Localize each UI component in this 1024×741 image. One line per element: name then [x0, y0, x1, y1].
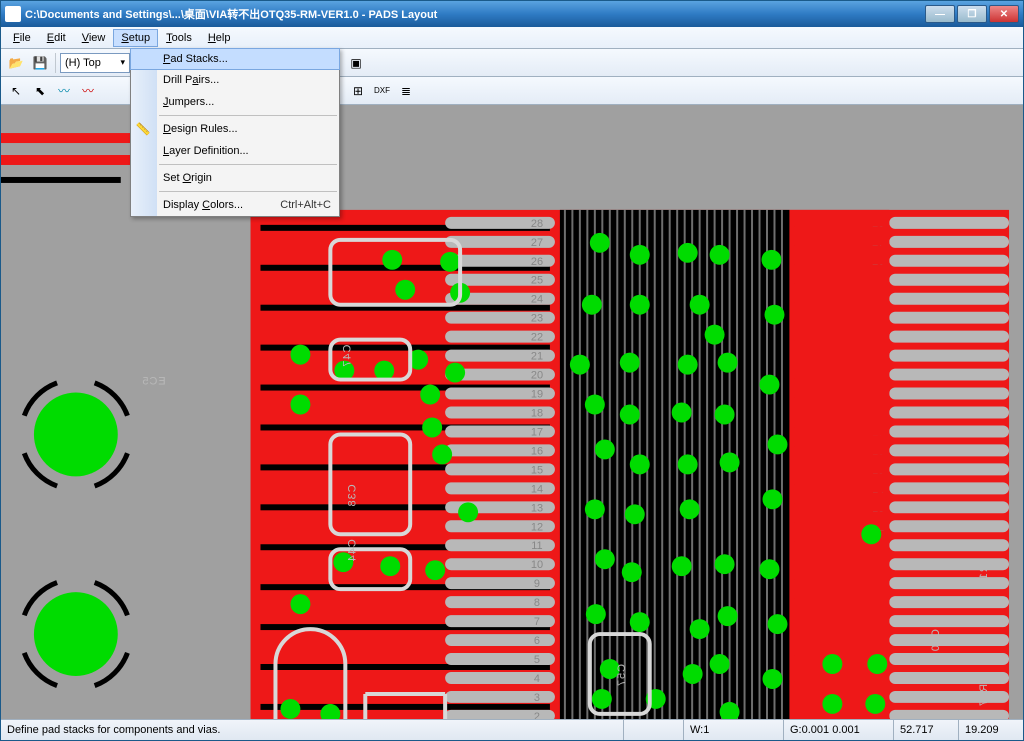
menu-file[interactable]: File [5, 29, 39, 47]
svg-text:24: 24 [531, 294, 543, 306]
window-title: C:\Documents and Settings\...\桌面\VIA转不出O… [25, 6, 437, 22]
menu-item-pad-stacks-[interactable]: Pad Stacks... [130, 48, 340, 70]
svg-text:C57: C57 [616, 664, 628, 687]
menu-item-label: Jumpers... [163, 96, 214, 108]
svg-text:R18: R18 [978, 564, 990, 587]
svg-text:C50: C50 [930, 629, 942, 652]
svg-text:EC5: EC5 [141, 376, 165, 388]
status-hint: Define pad stacks for components and via… [1, 724, 623, 736]
svg-text:7: 7 [534, 616, 540, 628]
status-x: 52.717 [893, 720, 958, 740]
menu-item-icon: 📏 [135, 121, 151, 137]
svg-text:13: 13 [531, 502, 543, 514]
dim-icon[interactable]: ⊞ [347, 80, 369, 102]
menu-help[interactable]: Help [200, 29, 239, 47]
menu-edit[interactable]: Edit [39, 29, 74, 47]
status-grid: G:0.001 0.001 [783, 720, 893, 740]
close-button[interactable]: ✕ [989, 5, 1019, 23]
dxf-icon[interactable]: DXF [371, 80, 393, 102]
svg-text:5: 5 [534, 654, 540, 666]
menu-item-label: Design Rules... [163, 123, 238, 135]
svg-text:14: 14 [531, 483, 543, 495]
menu-item-set-origin[interactable]: Set Origin [131, 167, 339, 189]
minimize-button[interactable]: — [925, 5, 955, 23]
app-window: C:\Documents and Settings\...\桌面\VIA转不出O… [0, 0, 1024, 741]
menu-item-label: Drill Pairs... [163, 74, 219, 86]
menu-setup[interactable]: Setup [113, 29, 158, 47]
trace-icon[interactable]: 〰 [77, 80, 99, 102]
svg-text:25: 25 [531, 275, 543, 287]
svg-text:12: 12 [531, 521, 543, 533]
svg-text:15: 15 [531, 464, 543, 476]
setup-menu-dropdown: Pad Stacks... Drill Pairs... Jumpers... Des… [130, 48, 340, 217]
svg-text:19: 19 [531, 389, 543, 401]
svg-text:C47: C47 [341, 345, 353, 368]
menubar: FileEditViewSetupToolsHelp [1, 27, 1023, 49]
select-icon[interactable]: ⬉ [29, 80, 51, 102]
menu-separator [159, 115, 337, 116]
svg-text:R17: R17 [978, 684, 990, 707]
menu-item-label: Display Colors... [163, 199, 243, 211]
svg-text:8: 8 [534, 597, 540, 609]
svg-text:18: 18 [531, 407, 543, 419]
window-icon[interactable]: ▣ [345, 52, 367, 74]
titlebar[interactable]: C:\Documents and Settings\...\桌面\VIA转不出O… [1, 1, 1023, 27]
svg-text:C44: C44 [346, 539, 358, 562]
statusbar: Define pad stacks for components and via… [1, 719, 1023, 740]
wave-icon[interactable]: 〰 [53, 80, 75, 102]
svg-text:23: 23 [531, 313, 543, 325]
menu-shortcut: Ctrl+Alt+C [280, 199, 331, 211]
svg-text:2: 2 [534, 711, 540, 719]
svg-text:26: 26 [531, 256, 543, 268]
layer-selector[interactable]: (H) Top [60, 53, 130, 73]
svg-text:4: 4 [534, 673, 540, 685]
save-icon[interactable]: 💾 [29, 52, 51, 74]
menu-item-design-rules-[interactable]: Design Rules... 📏 [131, 118, 339, 140]
status-width: W:1 [683, 720, 783, 740]
menu-item-jumpers-[interactable]: Jumpers... [131, 91, 339, 113]
status-empty [623, 720, 683, 740]
window-controls: — ❐ ✕ [923, 5, 1019, 23]
menu-item-display-colors-[interactable]: Display Colors... Ctrl+Alt+C [131, 194, 339, 216]
svg-text:C38: C38 [346, 484, 358, 507]
app-icon [5, 6, 21, 22]
menu-item-label: Pad Stacks... [163, 53, 228, 65]
menu-separator [159, 191, 337, 192]
status-y: 19.209 [958, 720, 1023, 740]
svg-text:10: 10 [531, 559, 543, 571]
open-icon[interactable]: 📂 [5, 52, 27, 74]
svg-text:6: 6 [534, 635, 540, 647]
pointer-icon[interactable]: ↖ [5, 80, 27, 102]
svg-text:3: 3 [534, 692, 540, 704]
svg-text:17: 17 [531, 426, 543, 438]
svg-text:27: 27 [531, 237, 543, 249]
svg-text:16: 16 [531, 445, 543, 457]
menu-view[interactable]: View [74, 29, 114, 47]
svg-text:22: 22 [531, 332, 543, 344]
svg-text:20: 20 [531, 370, 543, 382]
svg-text:21: 21 [531, 351, 543, 363]
svg-text:28: 28 [531, 218, 543, 230]
text-icon[interactable]: ≣ [395, 80, 417, 102]
menu-item-drill-pairs-[interactable]: Drill Pairs... [131, 69, 339, 91]
svg-text:11: 11 [531, 540, 542, 552]
menu-item-layer-definition-[interactable]: Layer Definition... [131, 140, 339, 162]
menu-tools[interactable]: Tools [158, 29, 200, 47]
toolbar-separator [55, 53, 56, 73]
menu-item-label: Set Origin [163, 172, 212, 184]
svg-text:9: 9 [534, 578, 540, 590]
menu-separator [159, 164, 337, 165]
maximize-button[interactable]: ❐ [957, 5, 987, 23]
menu-item-label: Layer Definition... [163, 145, 249, 157]
